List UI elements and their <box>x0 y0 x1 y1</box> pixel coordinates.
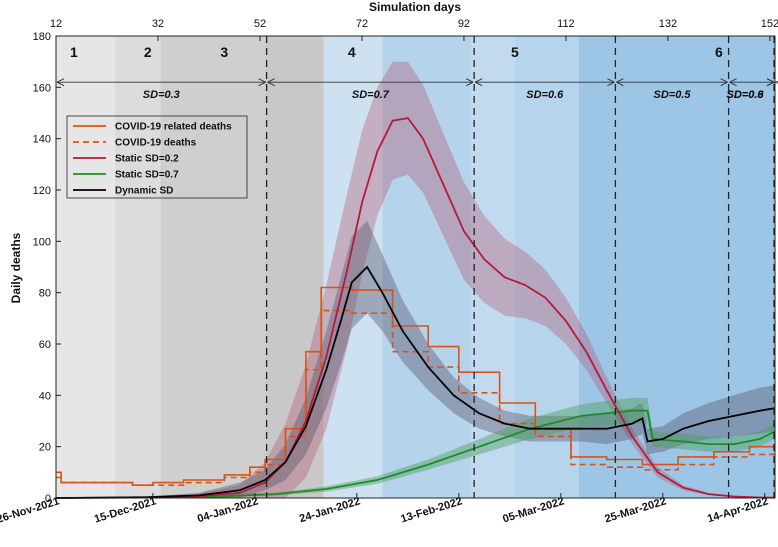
phase-labels: 1 2 3 4 5 6 <box>70 44 723 60</box>
sd-arrowhead-right-6 <box>766 78 775 87</box>
band-static-sd-0-2 <box>56 61 775 498</box>
series-lines <box>55 117 776 499</box>
top-tick-label-52: 52 <box>254 18 266 30</box>
date-tick-label-4: 24-Jan-2022 <box>298 495 362 525</box>
date-tick-label-7: 25-Mar-2022 <box>603 495 667 525</box>
date-tick-label-2: 15-Dec-2021 <box>93 495 158 525</box>
sd-label-2: SD=0.7 <box>352 89 390 101</box>
date-tick-label-1: 26-Nov-2021 <box>0 495 61 525</box>
series-dynamic-sd <box>55 265 776 499</box>
legend-label-4: Static SD=0.7 <box>115 170 179 181</box>
background-band-1 <box>56 36 115 498</box>
legend-label-3: Static SD=0.2 <box>115 154 179 165</box>
sd-label-5: SD=0.6 <box>727 89 765 101</box>
sd-label-3: SD=0.6 <box>526 89 564 101</box>
background-band-9 <box>578 36 775 498</box>
sd-arrowhead-left-3 <box>474 78 483 87</box>
y-tick-label-60: 60 <box>39 339 51 351</box>
phase-label-2: 2 <box>144 44 152 60</box>
y-tick-label-0: 0 <box>45 493 51 505</box>
top-tick-label-132: 132 <box>659 18 677 30</box>
y-tick-label-120: 120 <box>33 185 51 197</box>
background-band-3 <box>160 36 266 498</box>
legend-label-5: Dynamic SD <box>115 186 173 197</box>
phase-label-5: 5 <box>511 44 519 60</box>
y-tick-label-40: 40 <box>39 390 51 402</box>
sd-arrowhead-right-1 <box>258 78 266 87</box>
plot-frame <box>55 35 776 499</box>
sd-arrowhead-right-2 <box>465 78 474 87</box>
series-covid-19-related-deaths <box>56 286 775 487</box>
phase-label-3: 3 <box>220 44 228 60</box>
date-tick-label-5: 13-Feb-2022 <box>399 495 463 525</box>
y-tick-label-100: 100 <box>33 236 51 248</box>
sd-arrowhead-left-1 <box>56 78 65 87</box>
legend-label-1: COVID-19 related deaths <box>115 122 232 133</box>
y-tick-label-20: 20 <box>39 442 51 454</box>
y-axis-label: Daily deaths <box>9 232 23 303</box>
top-tick-label-32: 32 <box>152 18 164 30</box>
legend-label-2: COVID-19 deaths <box>115 138 197 149</box>
top-tick-label-152: 152 <box>761 18 778 30</box>
background-band-2 <box>114 36 161 498</box>
y-tick-label-140: 140 <box>33 134 51 146</box>
background-band-6 <box>382 36 472 498</box>
phase-label-1: 1 <box>70 44 78 60</box>
sd-arrowhead-right-3 <box>607 78 615 87</box>
sd-arrowhead-left-5 <box>729 78 737 87</box>
top-axis-title: Simulation days <box>369 0 461 14</box>
sd-label-4: SD=0.5 <box>653 89 691 101</box>
sd-arrowhead-left-2 <box>267 78 275 87</box>
y-tick-label-80: 80 <box>39 288 51 300</box>
y-tick-label-160: 160 <box>33 82 51 94</box>
policy-change-lines <box>265 36 775 498</box>
y-tick-label-180: 180 <box>33 31 51 43</box>
background-band-8 <box>514 36 579 498</box>
date-tick-label-6: 05-Mar-2022 <box>501 495 565 525</box>
date-tick-label-3: 04-Jan-2022 <box>196 495 260 525</box>
sd-arrowhead-left-6 <box>775 80 778 84</box>
top-tick-label-72: 72 <box>356 18 368 30</box>
sd-label-6: SD=0.3 <box>727 89 764 101</box>
background-band-4 <box>265 36 324 498</box>
phase-label-6: 6 <box>715 44 723 60</box>
background-band-5 <box>323 36 383 498</box>
sd-period-arrows: SD=0.3 SD=0.7 SD=0.6 SD=0.5 SD=0.6SD=0.3 <box>56 78 778 101</box>
date-tick-label-8: 14-Apr-2022 <box>706 495 770 525</box>
legend-box <box>66 115 248 199</box>
phase-label-4: 4 <box>348 44 356 60</box>
legend: COVID-19 related deaths COVID-19 deaths St… <box>66 115 248 199</box>
top-tick-label-92: 92 <box>458 18 470 30</box>
series-static-sd-0-7 <box>55 409 776 499</box>
sd-arrowhead-left-4 <box>616 78 624 87</box>
top-tick-label-112: 112 <box>557 18 575 30</box>
sd-label-1: SD=0.3 <box>143 89 180 101</box>
sd-arrowhead-right-4 <box>720 78 728 87</box>
band-static-sd-0-7 <box>56 397 775 498</box>
background-bands <box>56 36 775 498</box>
top-tick-label-12: 12 <box>50 18 62 30</box>
